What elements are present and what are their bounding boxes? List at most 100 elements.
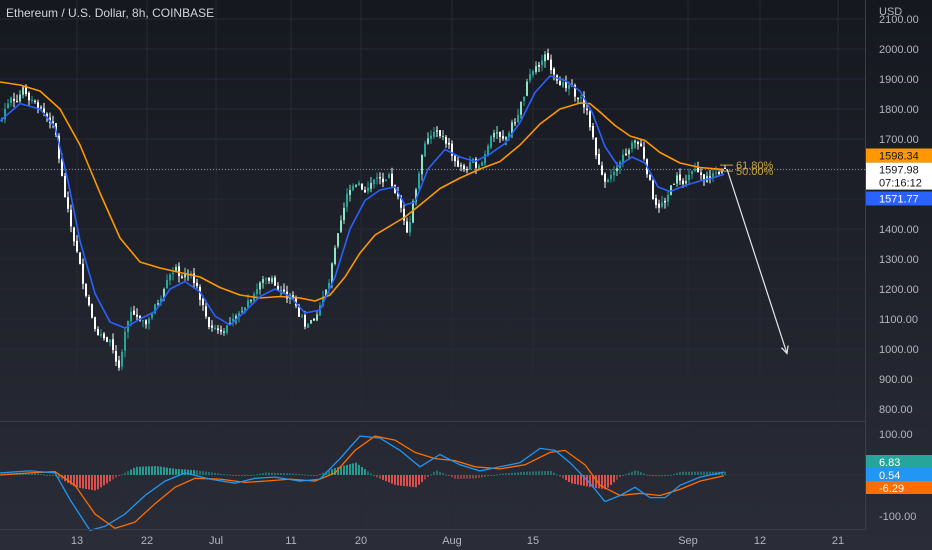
candle-body[interactable] [298, 305, 300, 317]
candle-body[interactable] [676, 175, 678, 184]
candle-body[interactable] [598, 154, 600, 165]
candle-body[interactable] [409, 221, 411, 233]
candle-body[interactable] [148, 318, 150, 324]
candle-body[interactable] [442, 135, 444, 137]
ema-slow-line[interactable] [0, 81, 725, 302]
candle-body[interactable] [301, 315, 303, 317]
candle-body[interactable] [214, 327, 216, 330]
candle-body[interactable] [649, 174, 651, 180]
candle-body[interactable] [193, 273, 195, 283]
candle-body[interactable] [313, 318, 315, 321]
candle-body[interactable] [241, 311, 243, 313]
candle-body[interactable] [88, 297, 90, 306]
candle-body[interactable] [346, 193, 348, 208]
candle-body[interactable] [535, 66, 537, 73]
candle-body[interactable] [112, 339, 114, 350]
candle-body[interactable] [244, 307, 246, 313]
candle-body[interactable] [169, 274, 171, 281]
candle-body[interactable] [115, 351, 117, 362]
candle-body[interactable] [529, 74, 531, 81]
candle-body[interactable] [478, 165, 480, 169]
candle-body[interactable] [430, 135, 432, 139]
candle-body[interactable] [397, 192, 399, 197]
candle-body[interactable] [514, 122, 516, 124]
candle-body[interactable] [718, 172, 720, 175]
candle-body[interactable] [43, 108, 45, 114]
candle-body[interactable] [85, 283, 87, 296]
macd-pane[interactable]: 100.00 -100.00 [0, 429, 916, 532]
forecast-arrow-line[interactable] [726, 168, 788, 354]
candle-body[interactable] [412, 201, 414, 223]
candle-body[interactable] [208, 317, 210, 327]
candle-body[interactable] [73, 227, 75, 242]
candle-body[interactable] [400, 195, 402, 208]
candle-body[interactable] [604, 173, 606, 182]
candle-body[interactable] [712, 173, 714, 179]
candle-body[interactable] [436, 130, 438, 132]
candle-body[interactable] [271, 278, 273, 283]
candle-body[interactable] [655, 198, 657, 205]
candle-body[interactable] [715, 172, 717, 174]
candle-body[interactable] [262, 279, 264, 283]
candle-body[interactable] [157, 303, 159, 305]
candle-body[interactable] [76, 240, 78, 252]
candle-body[interactable] [343, 207, 345, 221]
candle-body[interactable] [631, 142, 633, 150]
candle-body[interactable] [106, 337, 108, 342]
candle-body[interactable] [694, 168, 696, 171]
candle-body[interactable] [355, 185, 357, 187]
candle-body[interactable] [70, 209, 72, 227]
candle-body[interactable] [34, 100, 36, 102]
candle-body[interactable] [463, 165, 465, 170]
candle-body[interactable] [613, 172, 615, 176]
candle-body[interactable] [457, 160, 459, 167]
candle-body[interactable] [13, 98, 15, 101]
candle-body[interactable] [307, 324, 309, 328]
candle-body[interactable] [568, 85, 570, 89]
ema-fast-line[interactable] [0, 75, 725, 329]
candle-body[interactable] [322, 296, 324, 306]
candle-body[interactable] [652, 180, 654, 200]
candle-body[interactable] [445, 136, 447, 144]
candle-body[interactable] [166, 279, 168, 289]
candle-body[interactable] [196, 282, 198, 286]
candle-body[interactable] [496, 132, 498, 134]
candle-body[interactable] [247, 300, 249, 308]
candle-body[interactable] [238, 312, 240, 317]
candle-body[interactable] [31, 99, 33, 102]
candle-body[interactable] [175, 266, 177, 272]
candle-body[interactable] [61, 159, 63, 177]
candle-body[interactable] [637, 141, 639, 145]
candle-body[interactable] [700, 172, 702, 175]
candle-body[interactable] [685, 180, 687, 184]
candle-body[interactable] [136, 314, 138, 317]
candle-body[interactable] [691, 170, 693, 175]
candle-body[interactable] [562, 82, 564, 87]
candle-body[interactable] [640, 143, 642, 147]
candle-body[interactable] [145, 320, 147, 325]
candle-body[interactable] [154, 304, 156, 314]
candle-body[interactable] [448, 142, 450, 145]
candle-body[interactable] [679, 174, 681, 181]
candle-body[interactable] [658, 203, 660, 208]
candle-body[interactable] [394, 185, 396, 194]
candle-body[interactable] [46, 113, 48, 117]
candle-body[interactable] [415, 189, 417, 202]
candle-body[interactable] [391, 173, 393, 187]
candle-body[interactable] [703, 174, 705, 181]
candle-body[interactable] [160, 298, 162, 303]
candle-body[interactable] [121, 351, 123, 367]
candle-body[interactable] [103, 333, 105, 339]
candle-body[interactable] [370, 182, 372, 189]
candle-body[interactable] [607, 179, 609, 183]
candle-body[interactable] [580, 97, 582, 99]
candle-body[interactable] [595, 137, 597, 156]
candle-body[interactable] [109, 339, 111, 343]
macd-value[interactable]: 0.54 [866, 468, 932, 482]
candle-body[interactable] [358, 182, 360, 186]
candle-body[interactable] [574, 85, 576, 97]
candle-body[interactable] [223, 331, 225, 334]
candle-body[interactable] [163, 289, 165, 299]
candle-body[interactable] [664, 200, 666, 203]
price-pane[interactable]: 61.80%50.00% [0, 48, 865, 371]
